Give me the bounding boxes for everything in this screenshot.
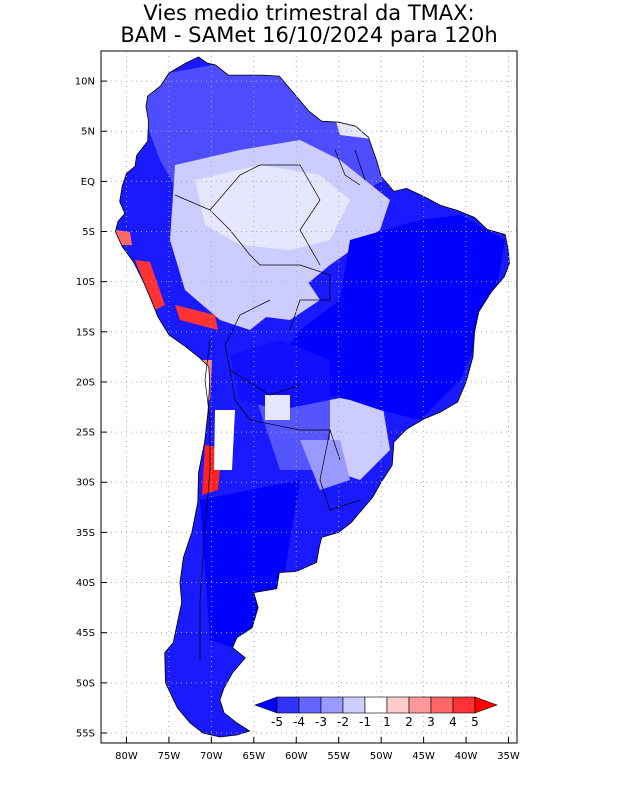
lat-tick-label: EQ [81, 177, 95, 188]
colorbar-swatch [276, 696, 300, 714]
colorbar-label: -2 [337, 715, 349, 729]
colorbar-swatch [430, 696, 454, 714]
colorbar-label: -1 [359, 715, 371, 729]
colorbar-label: -3 [315, 715, 327, 729]
colorbar-label: -5 [271, 715, 283, 729]
latitude-axis: 10N 5N EQ 5S 10S 15S 20S 25S 30S 35S 40S 45S 50S 55S [75, 77, 107, 739]
grid-lines [101, 51, 517, 743]
longitude-axis: 80W 75W 70W 65W 60W 55W 50W 45W 40W 35W [115, 737, 520, 762]
colorbar-swatch [298, 696, 322, 714]
lon-tick-label: 45W [412, 751, 435, 762]
colorbar-swatch [386, 696, 410, 714]
coastline [114, 56, 510, 738]
colorbar-swatch [342, 696, 366, 714]
lat-tick-label: 35S [76, 528, 95, 539]
plot-frame [100, 50, 518, 744]
colorbar: -5 -4 -3 -2 -1 1 2 3 4 5 [254, 696, 498, 729]
lon-tick-label: 40W [455, 751, 478, 762]
lon-tick-label: 50W [370, 751, 393, 762]
lat-tick-label: 15S [76, 327, 95, 338]
colorbar-swatch [452, 696, 476, 714]
lat-tick-label: 20S [76, 377, 95, 388]
lat-tick-label: 55S [76, 728, 95, 739]
lon-tick-label: 35W [497, 751, 520, 762]
lat-tick-label: 5N [81, 127, 95, 138]
title-line-2: BAM - SAMet 16/10/2024 para 120h [120, 23, 498, 47]
lon-tick-label: 75W [158, 751, 181, 762]
colorbar-swatch [320, 696, 344, 714]
map-title: Vies medio trimestral da TMAX: BAM - SAM… [0, 2, 618, 46]
lat-tick-label: 5S [82, 227, 95, 238]
colorbar-max-arrow [474, 696, 498, 714]
lat-tick-label: 50S [76, 678, 95, 689]
country-borders [174, 149, 366, 660]
lon-tick-label: 60W [285, 751, 308, 762]
lon-tick-label: 70W [200, 751, 223, 762]
colorbar-label: 2 [405, 715, 413, 729]
colorbar-label: -4 [293, 715, 305, 729]
lon-tick-label: 65W [243, 751, 266, 762]
colorbar-label: 4 [449, 715, 457, 729]
lat-tick-label: 40S [76, 578, 95, 589]
lat-tick-label: 10S [76, 277, 95, 288]
colorbar-label: 1 [383, 715, 391, 729]
colorbar-swatch [408, 696, 432, 714]
colorbar-label: 5 [471, 715, 479, 729]
lon-tick-label: 55W [327, 751, 350, 762]
lat-tick-label: 45S [76, 628, 95, 639]
lon-tick-label: 80W [115, 751, 138, 762]
lat-tick-label: 10N [75, 77, 95, 88]
lat-tick-label: 25S [76, 428, 95, 439]
colorbar-label: 3 [427, 715, 435, 729]
lat-tick-label: 30S [76, 478, 95, 489]
colorbar-swatch [364, 696, 388, 714]
title-line-1: Vies medio trimestral da TMAX: [143, 1, 475, 25]
